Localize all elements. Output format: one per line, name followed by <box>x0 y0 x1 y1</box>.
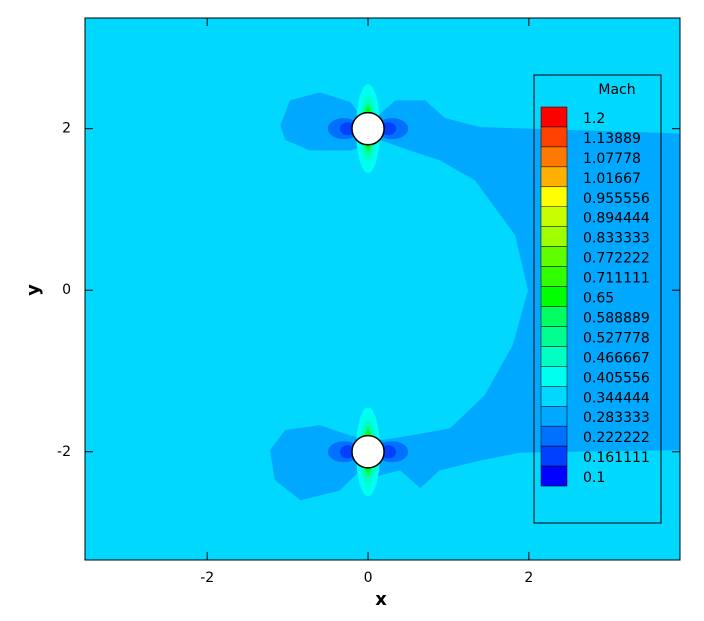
legend-label: 0.955556 <box>583 191 650 207</box>
legend-swatch <box>540 146 568 168</box>
contour-region <box>269 92 680 501</box>
legend-title: Mach <box>598 82 635 98</box>
legend-swatch <box>540 326 568 347</box>
legend-label: 0.65 <box>583 291 614 307</box>
y-axis-label: y <box>23 284 44 296</box>
legend-label: 0.161111 <box>583 450 650 466</box>
legend-label: 1.2 <box>583 111 605 127</box>
legend-swatch <box>540 166 568 188</box>
plot-frame <box>84 17 681 561</box>
legend-label: 0.833333 <box>583 231 650 247</box>
legend-swatch <box>540 186 568 208</box>
legend-box <box>533 74 662 524</box>
legend-swatch <box>540 226 568 247</box>
legend-swatch <box>540 386 568 407</box>
x-tick-label: 0 <box>364 570 373 586</box>
legend-label: 0.527778 <box>583 330 650 346</box>
legend-swatch <box>540 126 568 148</box>
legend-label: 1.13889 <box>583 131 641 147</box>
legend-label: 0.711111 <box>583 271 650 287</box>
body <box>351 434 385 469</box>
x-tick-label: -2 <box>200 570 214 586</box>
legend-swatch <box>540 445 568 467</box>
legend-swatch <box>540 406 568 427</box>
y-tick-label: 0 <box>62 282 71 298</box>
legend-label: 1.01667 <box>583 171 641 187</box>
legend-label: 0.405556 <box>583 370 650 386</box>
field <box>85 18 680 560</box>
legend-label: 0.588889 <box>583 310 650 326</box>
legend-swatch <box>540 306 568 327</box>
legend-swatch <box>540 246 568 267</box>
body <box>351 111 385 146</box>
legend-swatch <box>540 206 568 227</box>
y-tick-label: -2 <box>57 444 71 460</box>
legend-label: 0.283333 <box>583 410 650 426</box>
legend-swatch <box>540 286 568 307</box>
x-tick-label: 2 <box>524 570 533 586</box>
legend-label: 0.1 <box>583 470 605 486</box>
y-tick-label: 2 <box>62 121 71 137</box>
legend-label: 0.222222 <box>583 430 650 446</box>
legend-label: 0.894444 <box>583 211 650 227</box>
legend-swatch <box>540 366 568 387</box>
legend-label: 0.466667 <box>583 350 650 366</box>
x-axis-label: x <box>375 589 387 610</box>
legend-swatch <box>540 266 568 287</box>
legend-swatch <box>540 465 568 487</box>
legend-label: 0.344444 <box>583 390 650 406</box>
legend-swatch <box>540 425 568 447</box>
legend-label: 0.772222 <box>583 251 650 267</box>
legend-swatch <box>540 106 568 128</box>
legend-swatch <box>540 346 568 367</box>
legend-label: 1.07778 <box>583 151 641 167</box>
